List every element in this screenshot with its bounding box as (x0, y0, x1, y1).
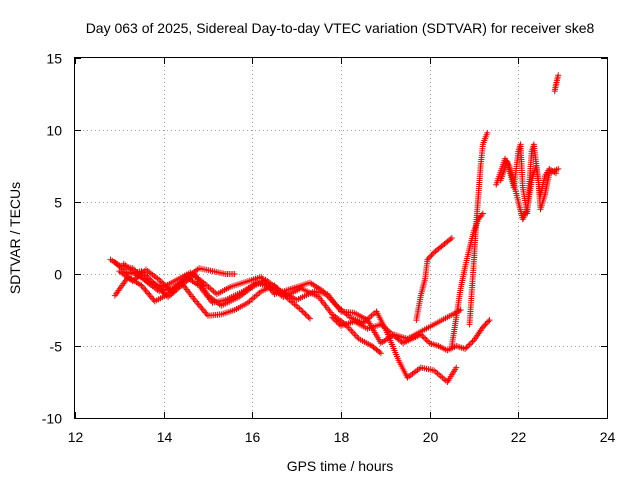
x-tick-label: 20 (423, 429, 439, 445)
data-point (425, 338, 432, 345)
x-tick-label: 22 (511, 429, 527, 445)
data-point (195, 301, 202, 308)
data-point (199, 306, 206, 313)
data-point (555, 165, 562, 172)
data-point (330, 315, 337, 322)
data-point (447, 236, 454, 243)
x-tick-label: 18 (334, 429, 350, 445)
data-point (197, 303, 204, 310)
data-point (306, 315, 313, 322)
data-point (305, 314, 312, 321)
data-point (231, 271, 238, 277)
data-point (486, 317, 493, 324)
data-point (142, 272, 149, 279)
x-tick-label: 16 (245, 429, 261, 445)
data-point (333, 318, 340, 325)
data-point (555, 72, 562, 79)
data-point (143, 288, 150, 295)
data-point (299, 308, 306, 315)
y-tick-label: -10 (42, 411, 62, 427)
y-axis-label: SDTVAR / TECUs (7, 182, 23, 294)
data-point (145, 290, 152, 297)
x-tick-label: 24 (600, 429, 616, 445)
data-point (482, 321, 489, 328)
data-point (156, 276, 163, 283)
data-point (201, 308, 208, 315)
data-point (202, 309, 209, 316)
plot-grid (75, 58, 607, 418)
data-point (336, 321, 343, 328)
data-point (144, 273, 151, 280)
data-point (150, 296, 157, 303)
data-point (198, 304, 205, 311)
data-point (376, 349, 383, 355)
data-point (423, 337, 430, 344)
y-tick-label: 0 (54, 267, 62, 283)
data-point (419, 332, 426, 339)
data-point (485, 318, 492, 325)
data-point (466, 341, 473, 348)
data-points (107, 72, 562, 385)
data-point (157, 278, 164, 285)
data-point (141, 285, 148, 292)
data-point (462, 345, 469, 352)
data-point (479, 324, 486, 331)
data-point (166, 286, 173, 293)
data-point (142, 287, 149, 294)
data-point (428, 252, 435, 259)
data-point (298, 307, 305, 313)
data-point (329, 314, 336, 321)
data-point (457, 307, 464, 313)
data-point (304, 312, 311, 319)
data-point (193, 298, 200, 305)
data-point (468, 340, 475, 347)
data-point (448, 235, 455, 241)
data-point (157, 286, 164, 293)
data-point (469, 338, 476, 345)
data-point (427, 253, 434, 260)
data-point (422, 335, 429, 342)
data-point (483, 319, 490, 326)
y-tick-label: 15 (46, 51, 62, 67)
y-tick-label: -5 (50, 339, 63, 355)
data-point (301, 309, 308, 316)
x-tick-label: 14 (157, 429, 173, 445)
data-point (162, 291, 169, 298)
x-axis-label: GPS time / hours (287, 458, 394, 474)
data-point (453, 364, 460, 371)
data-point (481, 322, 488, 329)
data-point (465, 343, 472, 349)
data-point (420, 334, 427, 341)
data-point (424, 256, 431, 263)
data-point (147, 293, 154, 300)
y-tick-label: 10 (46, 123, 62, 139)
data-point (417, 331, 424, 338)
data-point (160, 289, 167, 296)
data-point (335, 319, 342, 326)
data-point (484, 129, 491, 136)
chart-title: Day 063 of 2025, Sidereal Day-to-day VTE… (86, 20, 595, 36)
data-point (377, 350, 384, 357)
data-point (146, 292, 153, 299)
data-point (332, 317, 339, 324)
data-point (203, 311, 210, 318)
x-tick-label: 12 (68, 429, 84, 445)
data-point (139, 284, 146, 291)
data-point (479, 210, 486, 217)
data-point (302, 311, 309, 318)
y-tick-label: 5 (54, 195, 62, 211)
data-point (463, 344, 470, 351)
data-point (194, 300, 201, 307)
data-point (429, 250, 436, 257)
axis-ticks: 12 14 16 18 20 22 24 -10 -5 0 5 10 15 (42, 51, 616, 446)
plot-frame (74, 57, 608, 419)
data-point (425, 255, 432, 262)
